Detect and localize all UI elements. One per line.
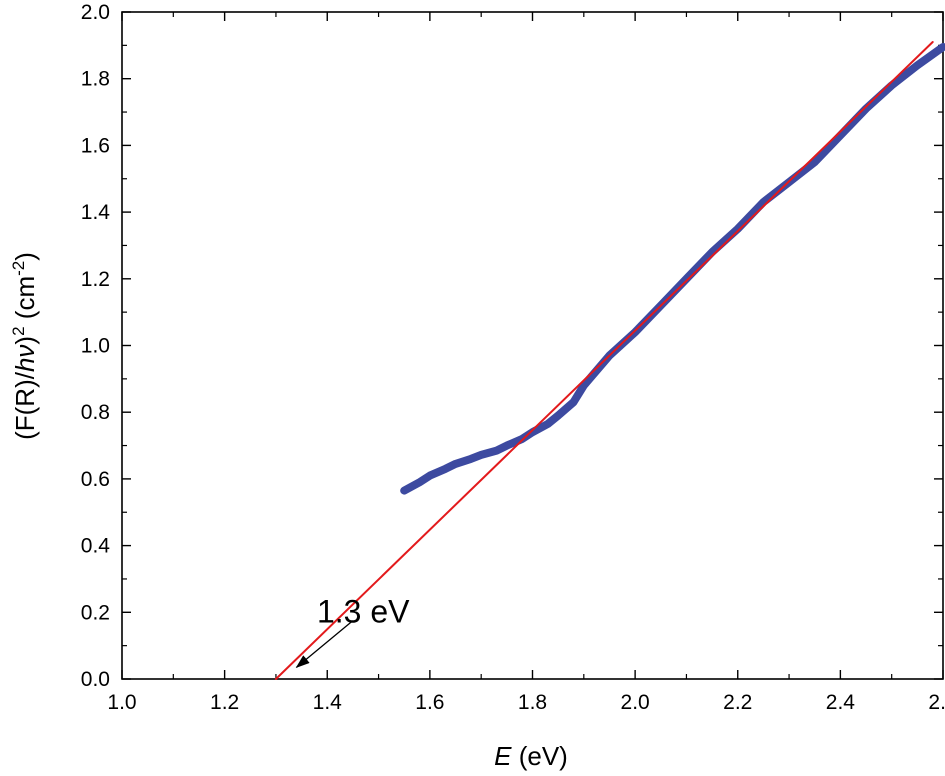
x-tick-label: 2.0 (621, 691, 650, 714)
x-axis-ticks: 1.0 1.2 1.4 1.6 1.8 2.0 2.2 2.4 2.6 (107, 12, 945, 714)
x-axis-label-italic: E (494, 741, 512, 771)
y-axis-label-mid: ) (10, 336, 40, 345)
y-tick-label: 0.4 (81, 535, 111, 558)
y-tick-label: 2.0 (81, 1, 110, 24)
y-axis-label: (F(R)/hν)2 (cm-2) (9, 252, 40, 440)
x-tick-label: 2.4 (826, 691, 856, 714)
x-tick-label: 1.6 (415, 691, 444, 714)
data-series-line (400, 43, 945, 495)
x-axis-label-unit: (eV) (519, 741, 568, 771)
y-tick-label: 1.2 (81, 268, 110, 291)
y-axis-label-sup1: 2 (9, 326, 28, 335)
y-axis-label-italic: hν (10, 345, 40, 372)
x-tick-label: 1.2 (210, 691, 239, 714)
x-tick-label: 1.4 (313, 691, 343, 714)
axes (121, 11, 944, 680)
y-tick-label: 1.0 (81, 335, 110, 358)
x-tick-label: 2.2 (723, 691, 752, 714)
annotation-arrow (295, 620, 354, 668)
x-tick-label: 2.6 (928, 691, 945, 714)
series-group (274, 41, 945, 680)
y-tick-label: 0.6 (81, 468, 110, 491)
y-axis-label-prefix: (F(R)/ (10, 371, 40, 440)
x-axis-label: E (eV) (494, 741, 568, 771)
x-tick-label: 1.8 (518, 691, 547, 714)
y-tick-label: 1.8 (81, 68, 110, 91)
y-axis-ticks: 0.0 0.2 0.4 0.6 0.8 1.0 1.2 1.4 1.6 1.8 2.0 (81, 1, 943, 691)
annotation-label: 1.3 eV (317, 593, 410, 629)
y-axis-label-unit: (cm (10, 276, 40, 327)
y-tick-label: 1.4 (81, 201, 111, 224)
plot-frame (121, 11, 944, 680)
x-tick-label: 1.0 (107, 691, 136, 714)
y-tick-label: 0.8 (81, 401, 110, 424)
y-tick-label: 0.0 (81, 668, 110, 691)
annotation: 1.3 eV (295, 593, 410, 668)
y-axis-label-sup2: -2 (9, 261, 28, 276)
y-tick-label: 1.6 (81, 134, 110, 157)
y-tick-label: 0.2 (81, 601, 110, 624)
linear-fit-line (274, 41, 934, 680)
y-axis-label-close: ) (10, 252, 40, 261)
